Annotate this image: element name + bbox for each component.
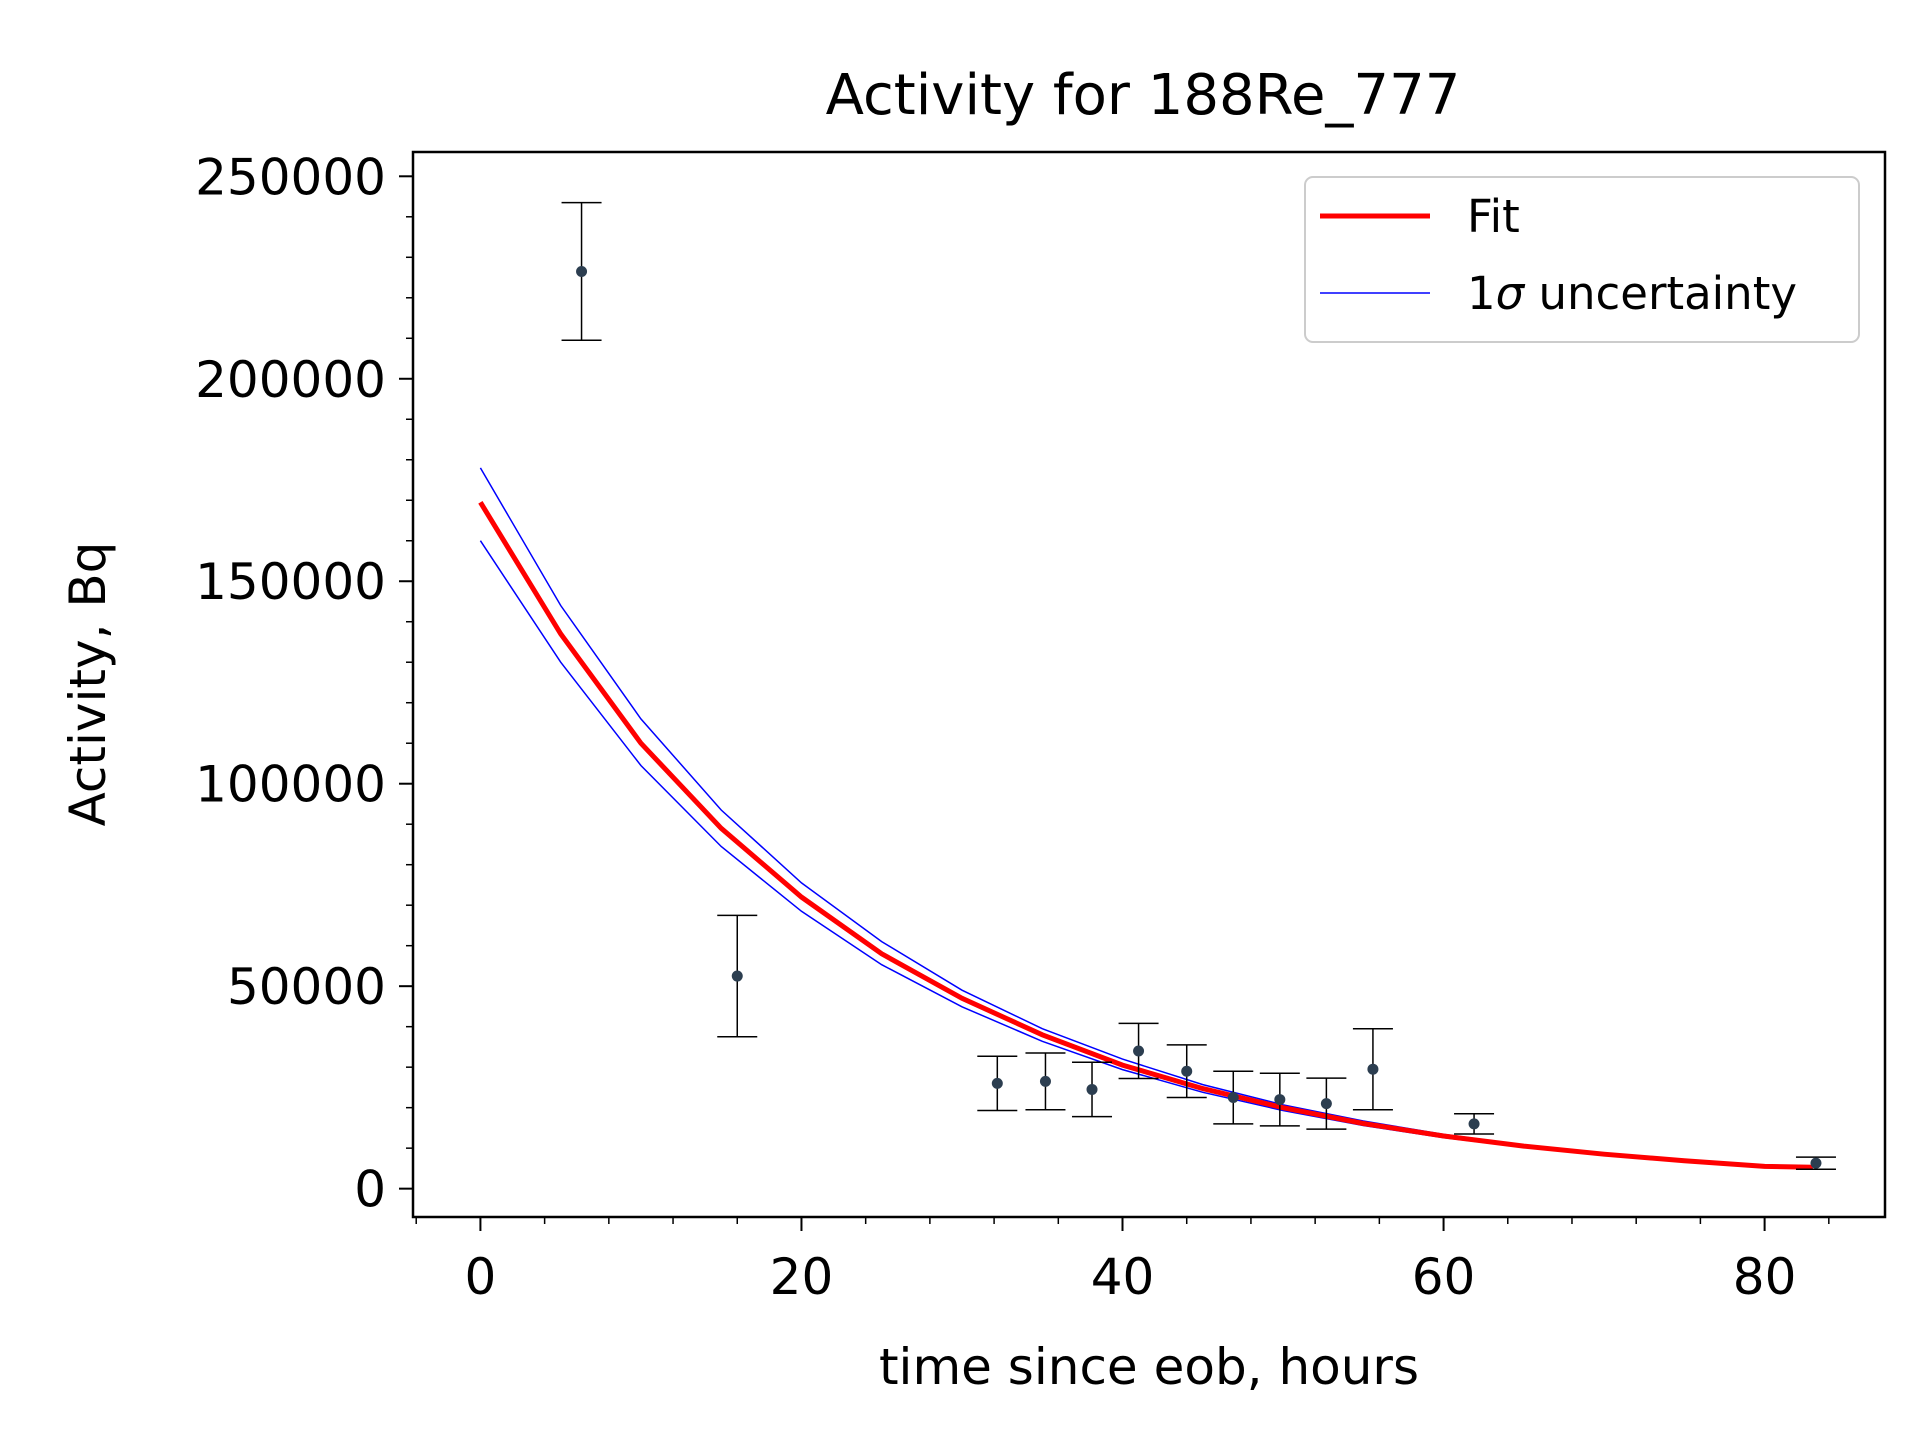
data-marker [1810,1157,1822,1169]
data-marker [1039,1075,1051,1087]
measurement-point [1795,1156,1836,1170]
legend-box [1304,176,1860,343]
data-marker [1086,1083,1098,1095]
y-tick-label: 100000 [195,756,386,814]
measurement-point [1454,1112,1495,1135]
y-tick-label: 50000 [227,958,386,1016]
chart-title: Activity for 188Re_777 [826,63,1461,128]
data-marker [576,265,588,277]
data-marker [1320,1098,1332,1110]
x-tick-label: 60 [1412,1248,1476,1306]
legend: Fit 1σ uncertainty [1304,176,1860,343]
axes-frame [411,150,1887,1219]
data-marker [1227,1092,1239,1104]
measurement-point [1352,1027,1393,1111]
legend-uncertainty-suffix: uncertainty [1524,267,1797,320]
axis-ticks: 0 20 40 60 80 0 50000 100000 150000 200000 250000 [195,148,1830,1306]
y-tick-label: 0 [354,1161,386,1219]
measurement-point [1166,1044,1207,1099]
measurement-point [1072,1061,1113,1118]
measurement-point [977,1055,1018,1112]
y-tick-label: 150000 [195,553,386,611]
legend-uncertainty-prefix: 1 [1467,267,1496,320]
measurement-point [561,201,602,342]
data-marker [731,970,743,982]
measurement-point [1306,1077,1347,1130]
measurement-point [717,914,758,1038]
y-tick-label: 200000 [195,351,386,409]
fit-curve [478,500,1813,1170]
x-tick-label: 80 [1733,1248,1797,1306]
x-tick-label: 0 [465,1248,497,1306]
data-marker [1181,1065,1193,1077]
measurement-point [1213,1070,1254,1125]
data-marker [1367,1063,1379,1075]
data-marker [1133,1045,1145,1057]
uncertainty-upper-curve [479,467,1813,1168]
legend-fit-label: Fit [1467,190,1520,243]
legend-uncertainty-label: 1σ uncertainty [1467,267,1797,320]
data-marker [1468,1118,1480,1130]
x-tick-label: 40 [1091,1248,1155,1306]
measurement-point [1259,1072,1300,1127]
y-axis-label: Activity, Bq [59,542,117,827]
legend-sigma-symbol: σ [1496,267,1526,320]
x-tick-label: 20 [770,1248,834,1306]
measurement-point [1025,1052,1066,1111]
x-axis-label: time since eob, hours [879,1338,1419,1396]
data-marker [991,1077,1003,1089]
measurement-point [1118,1022,1159,1080]
y-tick-label: 250000 [195,148,386,206]
plot-area [478,201,1836,1170]
data-marker [1274,1094,1286,1106]
